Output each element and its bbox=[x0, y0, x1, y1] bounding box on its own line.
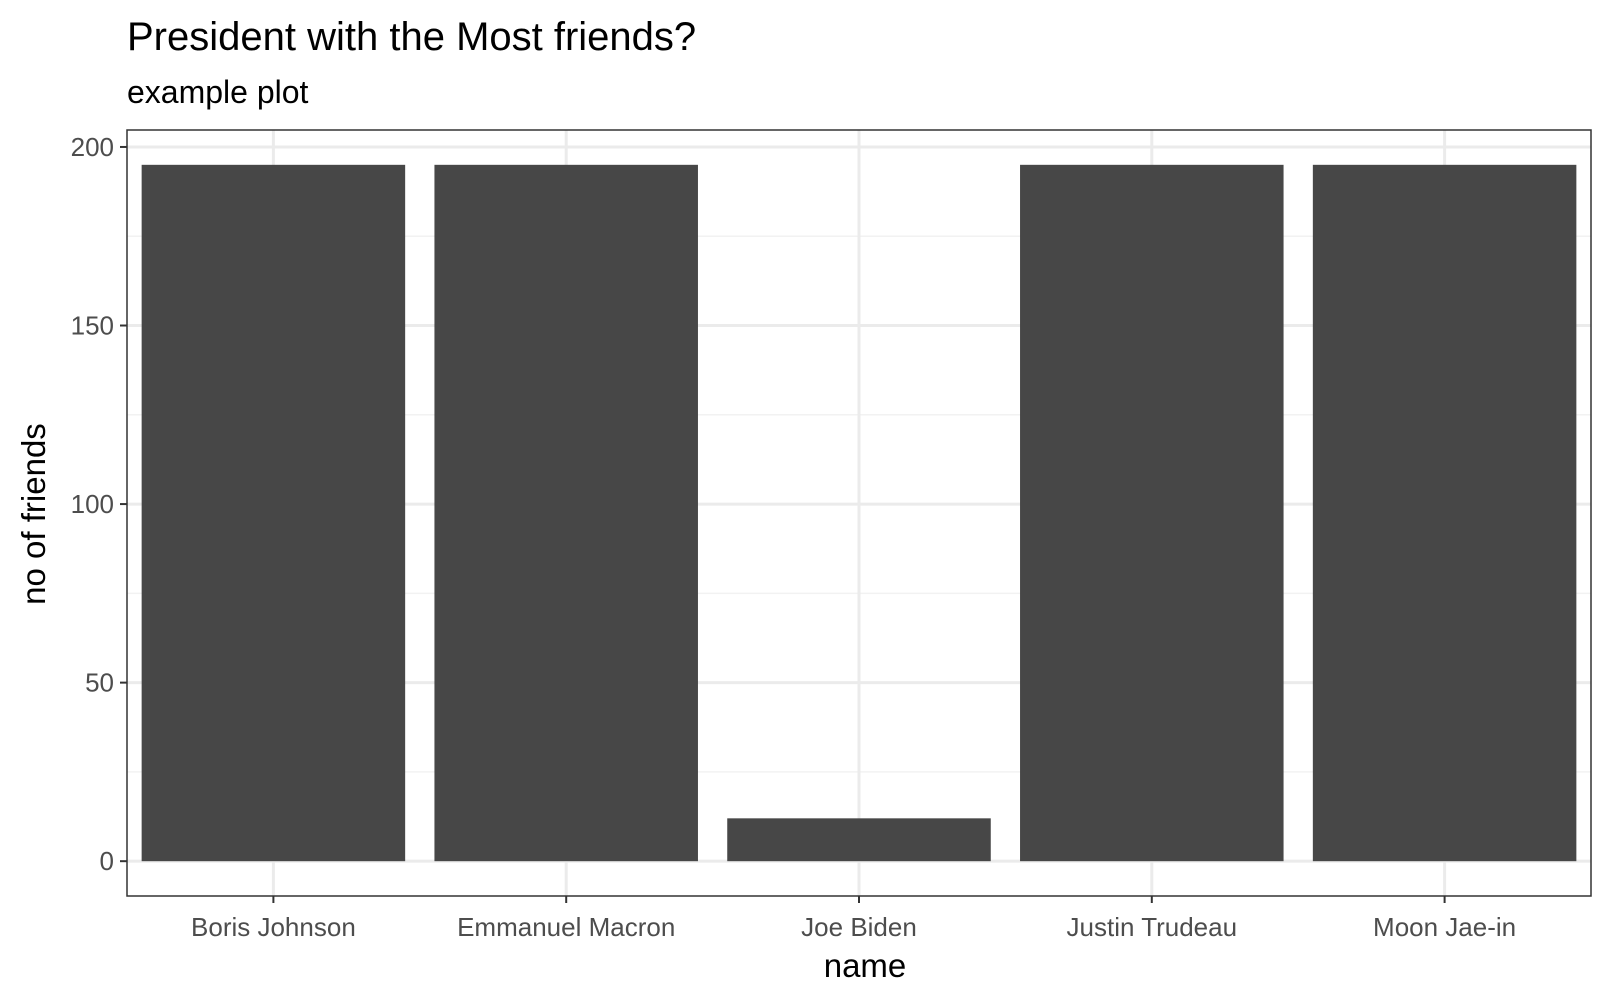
bar bbox=[1312, 164, 1577, 862]
y-tick-label: 100 bbox=[71, 489, 114, 519]
chart-subtitle: example plot bbox=[127, 74, 309, 110]
x-tick-label: Justin Trudeau bbox=[1067, 912, 1238, 942]
y-axis-title: no of friends bbox=[15, 423, 52, 605]
bar bbox=[727, 818, 991, 862]
x-tick-label: Moon Jae-in bbox=[1373, 912, 1516, 942]
y-tick-label: 50 bbox=[85, 668, 114, 698]
bar bbox=[141, 164, 406, 862]
y-tick-label: 0 bbox=[100, 846, 114, 876]
axes: 0 50 100 150 200 Boris Johnson Emmanuel Macron… bbox=[71, 132, 1517, 942]
y-tick-label: 150 bbox=[71, 311, 114, 341]
x-tick-label: Boris Johnson bbox=[191, 912, 356, 942]
x-tick-label: Joe Biden bbox=[801, 912, 917, 942]
bars bbox=[141, 164, 1577, 862]
chart-title: President with the Most friends? bbox=[127, 15, 696, 59]
bar bbox=[1020, 164, 1284, 862]
bar bbox=[434, 164, 698, 862]
y-tick-label: 200 bbox=[71, 132, 114, 162]
x-axis-title: name bbox=[824, 947, 907, 984]
x-tick-label: Emmanuel Macron bbox=[457, 912, 675, 942]
